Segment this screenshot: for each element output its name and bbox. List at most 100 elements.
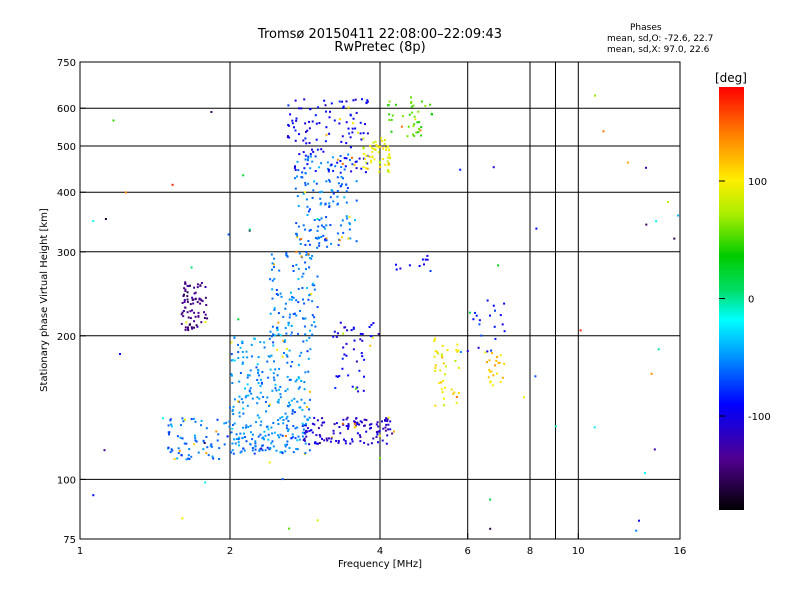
data-point — [241, 351, 244, 353]
data-point — [292, 296, 295, 299]
data-point — [302, 317, 304, 320]
data-point — [384, 419, 386, 422]
data-point — [387, 145, 389, 148]
data-point — [297, 205, 300, 207]
data-point — [364, 158, 366, 161]
data-point — [234, 442, 237, 445]
data-point — [192, 302, 195, 305]
data-point — [437, 352, 440, 355]
data-point — [285, 332, 288, 335]
data-point — [187, 329, 190, 332]
data-point — [296, 400, 299, 403]
data-point — [298, 107, 301, 110]
data-point — [275, 289, 278, 291]
data-point — [323, 421, 326, 424]
data-point — [345, 425, 348, 427]
data-point — [290, 291, 292, 294]
data-point — [302, 192, 305, 195]
data-point — [272, 333, 275, 336]
data-point — [355, 417, 358, 420]
x-tick-label: 4 — [377, 546, 383, 557]
data-point — [594, 94, 596, 97]
data-point — [232, 424, 234, 426]
data-point — [302, 428, 305, 431]
data-point — [365, 419, 368, 422]
data-point — [344, 442, 347, 445]
data-point — [331, 190, 334, 193]
data-point — [382, 147, 385, 150]
data-point — [314, 155, 317, 158]
data-point — [294, 168, 297, 171]
data-point — [334, 387, 337, 389]
data-point — [295, 250, 298, 253]
data-point — [269, 278, 272, 281]
data-point — [306, 163, 309, 166]
y-tick-label: 750 — [57, 58, 76, 69]
data-point — [324, 104, 327, 107]
data-point — [490, 370, 493, 373]
data-point — [351, 131, 354, 134]
data-point — [210, 445, 213, 448]
data-point — [360, 167, 363, 170]
data-point — [194, 291, 197, 294]
data-point — [365, 430, 368, 433]
data-point — [257, 382, 260, 385]
data-point — [308, 127, 311, 130]
data-point — [249, 369, 252, 372]
data-point — [313, 288, 316, 291]
data-point — [340, 224, 342, 227]
data-point — [353, 339, 356, 342]
data-point — [263, 346, 266, 349]
data-point — [420, 134, 423, 137]
data-point — [251, 447, 254, 449]
data-point — [488, 370, 491, 373]
data-point — [286, 388, 289, 391]
data-point — [362, 137, 365, 140]
data-point — [184, 306, 187, 309]
data-point — [104, 218, 107, 220]
data-point — [495, 359, 498, 362]
data-point — [492, 374, 495, 377]
data-point — [204, 321, 207, 323]
data-point — [368, 423, 371, 426]
data-point — [300, 176, 303, 179]
data-point — [297, 267, 300, 270]
data-point — [273, 266, 275, 268]
data-point — [385, 417, 388, 420]
data-point — [367, 443, 370, 446]
data-point — [322, 150, 325, 153]
data-point — [369, 344, 372, 347]
data-point — [371, 335, 373, 338]
data-point — [423, 263, 425, 266]
data-point — [189, 303, 192, 306]
data-point — [358, 369, 361, 372]
data-point — [378, 170, 381, 173]
data-point — [103, 449, 106, 452]
data-point — [523, 396, 525, 399]
data-point — [231, 382, 234, 384]
data-point — [336, 332, 339, 335]
data-point — [255, 366, 258, 369]
data-point — [287, 420, 290, 422]
data-point — [345, 183, 348, 186]
data-point — [348, 215, 351, 218]
data-point — [657, 348, 660, 351]
data-point — [337, 440, 340, 442]
data-point — [424, 258, 427, 261]
data-point — [353, 163, 356, 166]
data-point — [375, 431, 378, 433]
data-point — [278, 388, 281, 391]
data-point — [486, 299, 489, 302]
data-point — [287, 135, 289, 138]
data-point — [296, 439, 299, 442]
data-point — [341, 357, 344, 360]
data-point — [645, 166, 647, 169]
data-point — [269, 368, 272, 371]
axis-ticks: 1 2 4 6 8 10 16 75 100 200 300 400 500 600 750 — [57, 58, 686, 557]
data-point — [181, 302, 184, 304]
data-point — [315, 434, 318, 437]
data-point — [378, 434, 381, 437]
data-point — [238, 444, 240, 447]
data-point — [317, 236, 320, 239]
data-point — [232, 405, 235, 408]
